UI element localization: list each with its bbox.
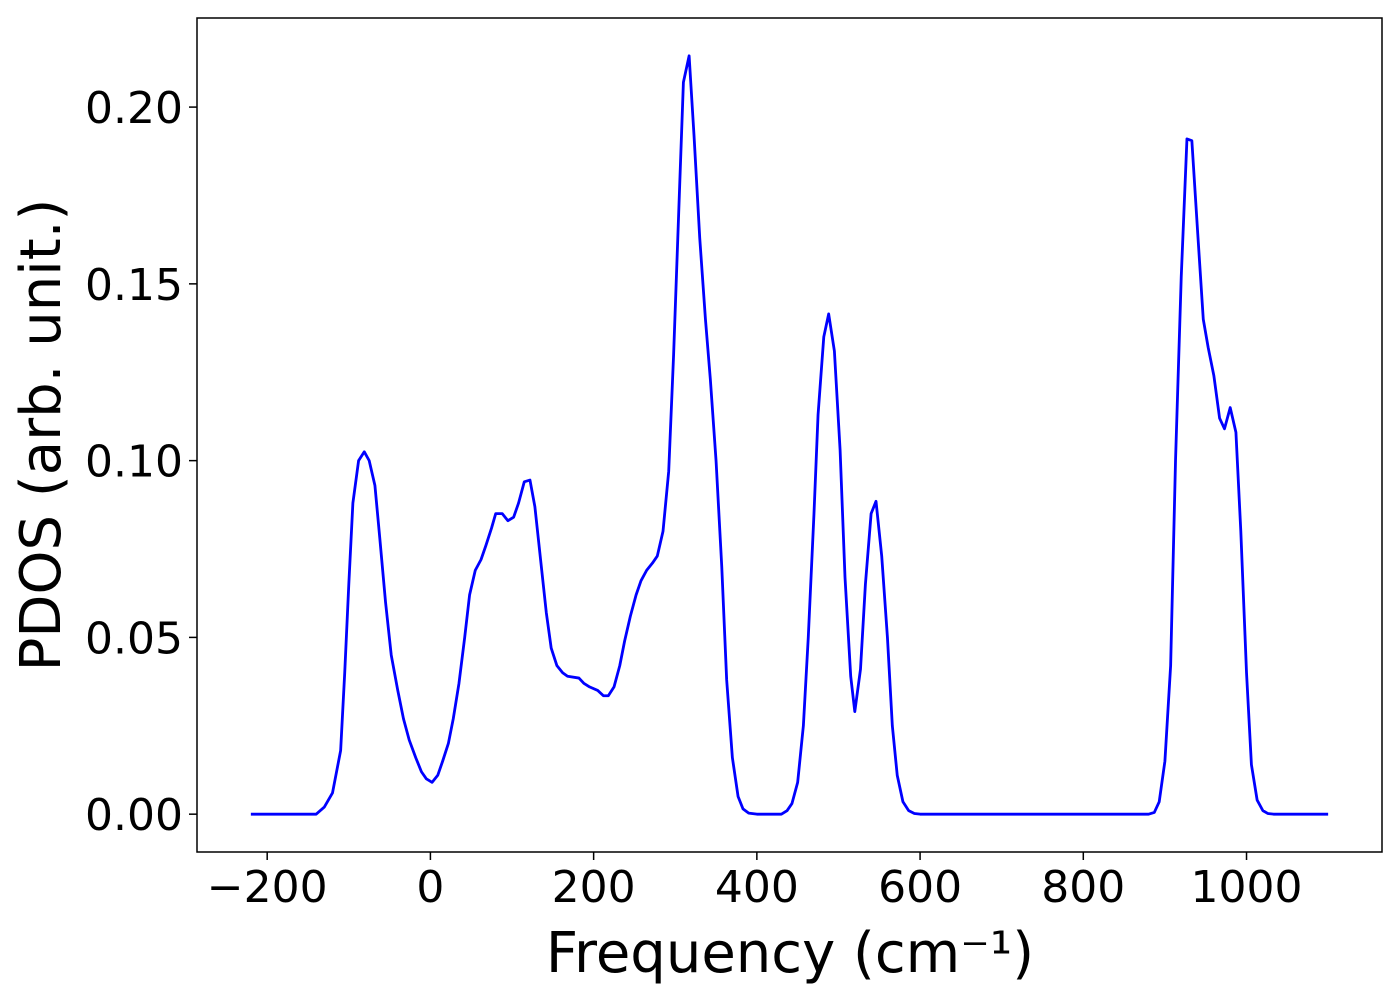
x-tick-label: 600: [878, 862, 962, 913]
y-tick-label: 0.15: [85, 260, 183, 311]
y-tick-label: 0.10: [85, 437, 183, 488]
x-tick-label: 0: [416, 862, 444, 913]
y-tick-label: 0.20: [85, 83, 183, 134]
x-tick-label: 800: [1041, 862, 1125, 913]
x-tick-label: −200: [207, 862, 328, 913]
x-tick-label: 200: [552, 862, 636, 913]
x-axis-label: Frequency (cm⁻¹): [546, 921, 1034, 986]
data-line: [250, 54, 1329, 816]
x-tick-label: 1000: [1191, 862, 1303, 913]
y-tick-label: 0.00: [85, 790, 183, 841]
x-tick-label: 400: [715, 862, 799, 913]
plot-frame: [196, 17, 1383, 853]
y-axis-label: PDOS (arb. unit.): [9, 199, 74, 672]
y-tick-label: 0.05: [85, 613, 183, 664]
